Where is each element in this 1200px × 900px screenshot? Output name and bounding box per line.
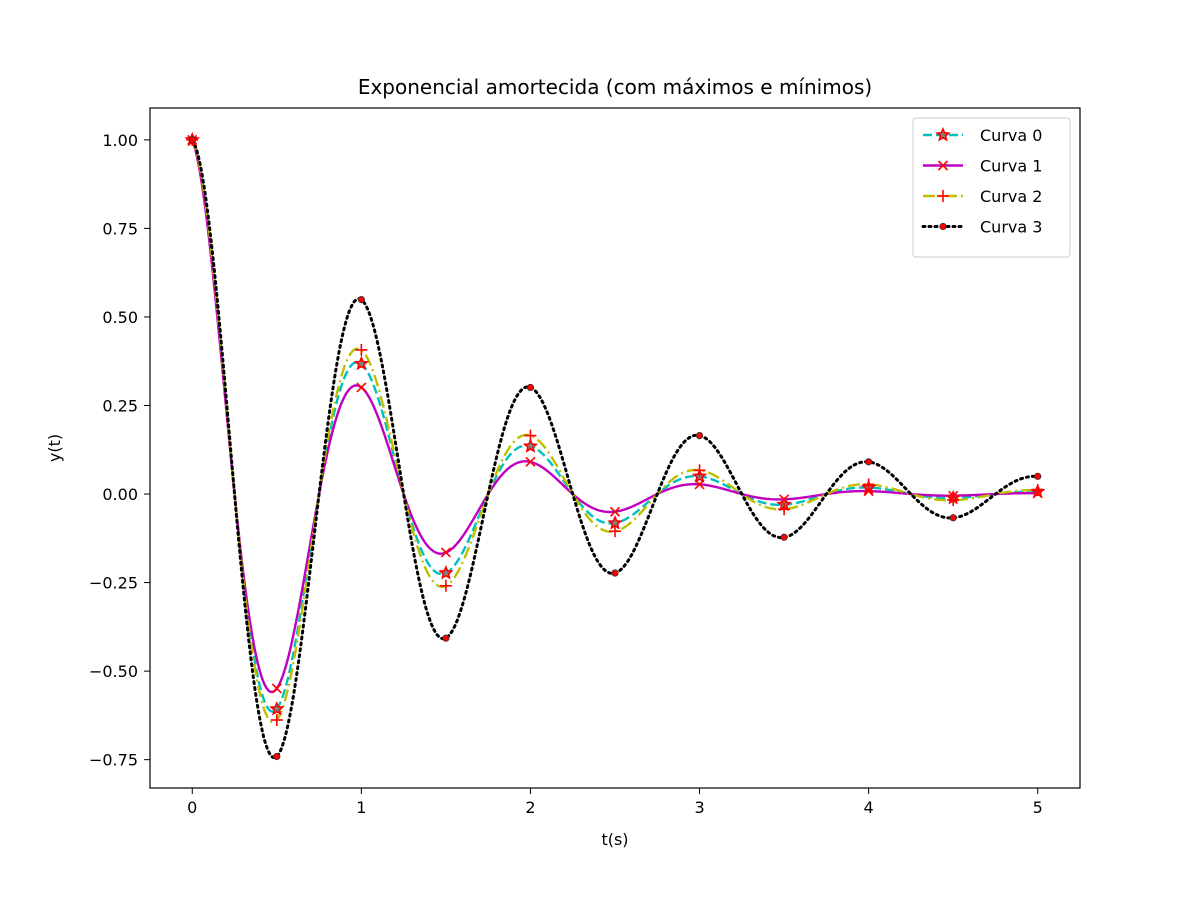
plot-frame	[149, 107, 1081, 789]
x-marker-stroke	[609, 506, 621, 517]
plus-marker	[609, 525, 621, 538]
star-marker	[353, 355, 370, 371]
star-marker	[438, 564, 454, 580]
plus-marker	[947, 494, 960, 507]
plus-marker	[439, 579, 452, 592]
legend-box	[912, 117, 1071, 258]
y-tick-label: −0.50	[89, 662, 138, 681]
x-marker	[271, 683, 282, 694]
x-tick-label: 2	[525, 798, 535, 817]
dot-marker	[442, 634, 450, 642]
x-marker	[440, 547, 451, 558]
plus-marker	[862, 478, 875, 491]
y-tick-label: −0.25	[89, 574, 138, 593]
y-tick-label: −0.75	[89, 751, 138, 770]
x-marker	[525, 456, 536, 467]
dot-marker	[188, 136, 196, 144]
marker-layer	[184, 131, 1046, 761]
plus-marker	[937, 190, 949, 202]
legend-label: Curva 0	[980, 126, 1042, 145]
x-marker-stroke	[937, 160, 949, 171]
dot-marker	[939, 222, 947, 231]
x-marker-stroke	[694, 479, 705, 490]
dot-marker	[865, 458, 873, 466]
dot-marker	[273, 752, 281, 761]
legend-label: Curva 3	[980, 218, 1042, 237]
plus-marker	[693, 464, 706, 477]
dot-marker	[526, 383, 535, 392]
plus-marker	[270, 714, 283, 726]
y-axis-label: y(t)	[45, 434, 64, 462]
x-marker	[694, 479, 705, 490]
x-marker-stroke	[271, 683, 282, 694]
x-marker-stroke	[356, 382, 367, 393]
legend-label: Curva 2	[980, 187, 1042, 206]
x-tick-label: 3	[694, 798, 704, 817]
dot-marker	[780, 533, 788, 541]
y-tick-label: 0.00	[102, 485, 138, 504]
plus-marker	[1031, 484, 1044, 497]
x-marker-stroke	[525, 456, 536, 467]
plus-marker	[355, 343, 368, 356]
y-tick-label: 0.25	[102, 397, 138, 416]
x-marker-stroke	[440, 547, 451, 558]
x-tick-label: 5	[1033, 798, 1043, 817]
y-axis: 1.00 0.75 0.50 0.25 0.00 −0.25 −0.50 −0.75	[89, 131, 150, 770]
y-tick-label: 0.50	[102, 308, 138, 327]
plus-marker	[778, 503, 791, 516]
x-marker	[937, 160, 949, 171]
star-marker	[522, 438, 539, 453]
dot-marker	[611, 569, 619, 577]
x-tick-label: 4	[864, 798, 874, 817]
dot-marker	[695, 432, 704, 440]
star-marker	[935, 126, 951, 142]
x-marker	[609, 506, 621, 517]
dot-marker	[949, 514, 957, 522]
series-line	[191, 139, 1038, 724]
y-tick-label: 1.00	[102, 131, 138, 150]
x-marker	[356, 382, 367, 393]
legend: Curva 0 Curva 1 Curva 2 Curva 3	[912, 117, 1071, 258]
x-tick-label: 1	[356, 798, 366, 817]
plus-marker	[524, 429, 537, 442]
x-marker	[863, 486, 874, 497]
legend-label: Curva 1	[980, 157, 1042, 176]
x-axis-label: t(s)	[601, 830, 628, 849]
x-marker	[779, 494, 790, 505]
x-axis: 0 1 2 3 4 5	[187, 788, 1043, 817]
x-marker-stroke	[863, 486, 874, 497]
chart-title: Exponencial amortecida (com máximos e mí…	[358, 75, 872, 99]
x-tick-label: 0	[187, 798, 197, 817]
dot-marker	[1034, 472, 1042, 480]
x-marker-stroke	[779, 494, 790, 505]
dot-marker	[357, 296, 365, 304]
y-tick-label: 0.75	[102, 219, 138, 238]
star-marker	[269, 700, 285, 716]
